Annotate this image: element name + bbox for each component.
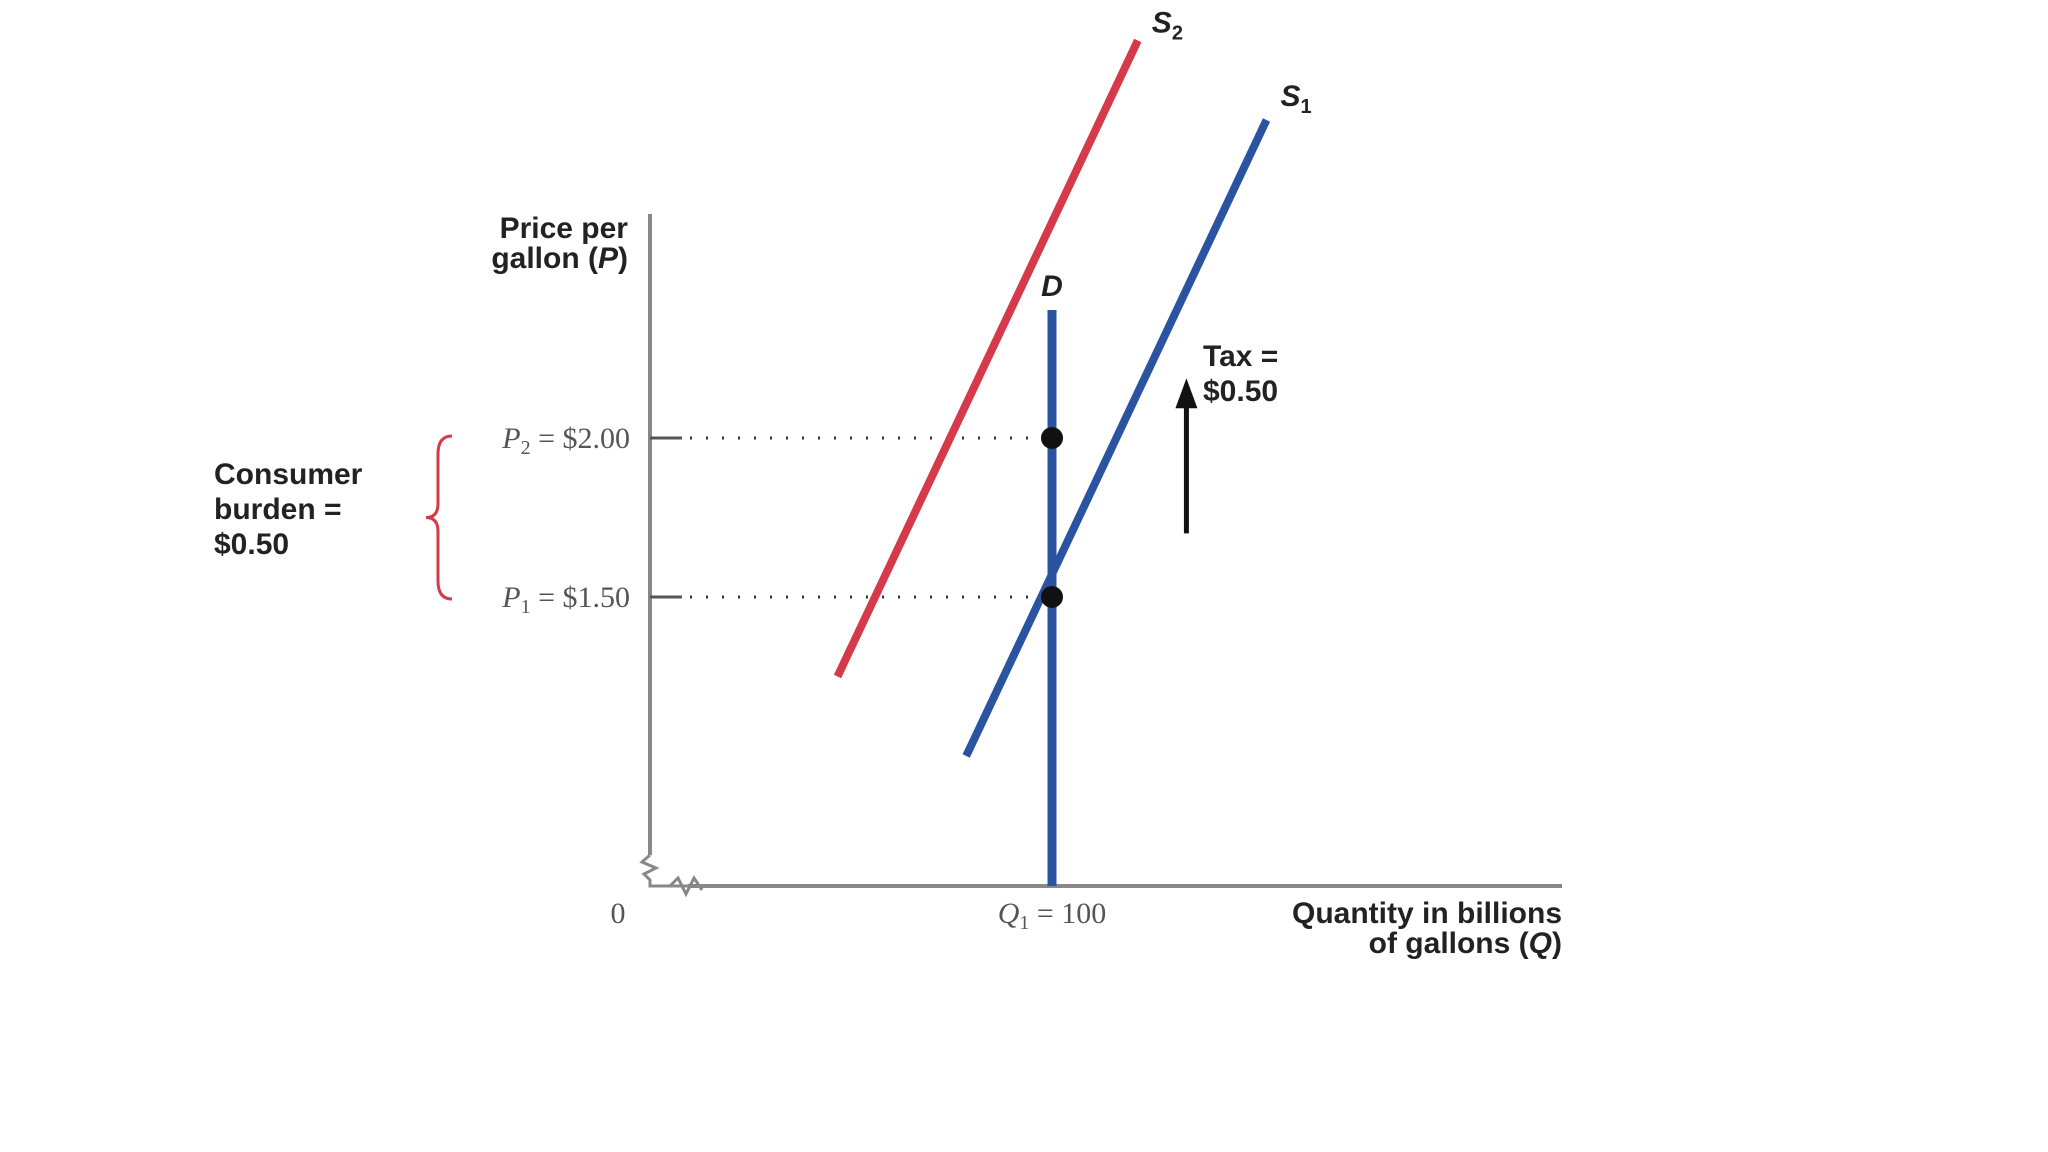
x-axis-title-line1: Quantity in billions [1292, 897, 1562, 930]
equilibrium-point-p1 [1041, 586, 1063, 608]
demand-curve-label: D [1041, 270, 1063, 303]
y-axis-title-line2: gallon (P) [491, 242, 628, 275]
consumer-burden-bracket [425, 434, 453, 601]
tax-label-line1: Tax = [1203, 340, 1278, 373]
x-axis-break [668, 875, 704, 898]
y-axis-title-line1: Price per [500, 212, 629, 245]
price-label-p2: P2 = $2.00 [501, 422, 630, 459]
consumer-burden-line3: $0.50 [214, 528, 289, 561]
supply-curve-s2-label: S2 [1152, 7, 1183, 45]
y-axis-break [639, 853, 688, 888]
price-label-p1: P1 = $1.50 [501, 581, 630, 618]
supply-curve-s1 [962, 118, 1271, 758]
supply-curve-s1-label: S1 [1281, 80, 1312, 118]
tax-arrowhead [1175, 378, 1198, 409]
tax-label-line2: $0.50 [1203, 375, 1278, 408]
equilibrium-point-p2 [1041, 427, 1063, 449]
consumer-burden-line2: burden = [214, 493, 342, 526]
quantity-label-q1: Q1 = 100 [998, 897, 1107, 934]
origin-label: 0 [611, 897, 626, 930]
x-axis-title-line2: of gallons (Q) [1369, 927, 1562, 960]
consumer-burden-line1: Consumer [214, 458, 363, 491]
supply-curve-s2 [833, 38, 1142, 679]
